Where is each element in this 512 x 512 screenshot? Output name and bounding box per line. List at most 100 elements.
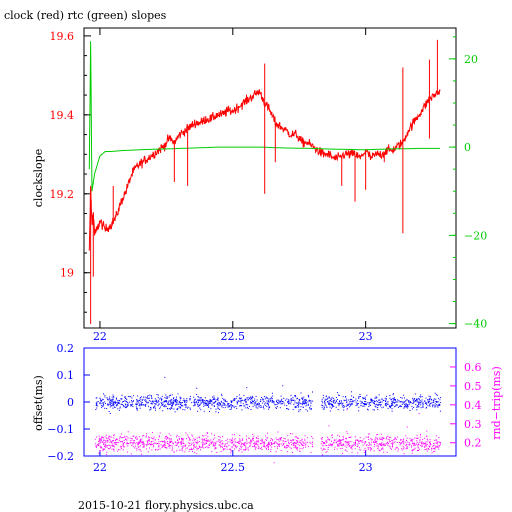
offset-point xyxy=(194,399,195,401)
rnd-trip-point xyxy=(174,441,176,443)
offset-point xyxy=(250,409,252,410)
rnd-trip-point xyxy=(365,441,366,442)
offset-point xyxy=(295,396,297,398)
offset-point xyxy=(145,397,147,399)
rnd-trip-point xyxy=(164,440,166,442)
offset-point xyxy=(172,401,174,403)
rnd-trip-point xyxy=(124,442,125,443)
rnd-trip-point xyxy=(379,450,381,452)
offset-point xyxy=(325,399,327,401)
offset-point xyxy=(352,403,353,405)
rnd-trip-point xyxy=(207,439,209,441)
rnd-trip-point xyxy=(206,442,207,444)
top-y2-tick-label: −40 xyxy=(464,318,487,331)
rnd-trip-point xyxy=(180,444,182,446)
offset-point xyxy=(199,404,201,406)
rnd-trip-point xyxy=(297,447,299,449)
offset-point xyxy=(164,397,166,399)
offset-point xyxy=(264,402,266,404)
rnd-trip-point xyxy=(98,443,100,445)
rnd-trip-point xyxy=(386,443,388,445)
offset-point xyxy=(385,400,387,402)
offset-point xyxy=(217,403,219,405)
offset-point xyxy=(409,403,411,405)
offset-point xyxy=(295,406,297,408)
offset-point xyxy=(227,406,229,408)
offset-outlier xyxy=(282,385,284,387)
offset-point xyxy=(250,396,252,398)
offset-point xyxy=(112,398,114,400)
rnd-trip-point xyxy=(362,441,364,443)
rnd-trip-point xyxy=(235,441,237,443)
offset-point xyxy=(399,405,401,407)
offset-point xyxy=(429,397,431,399)
rnd-trip-point xyxy=(223,448,225,450)
offset-point xyxy=(310,408,312,409)
offset-point xyxy=(303,402,305,404)
offset-point xyxy=(189,399,191,401)
offset-point xyxy=(366,394,368,396)
rnd-trip-point xyxy=(310,442,312,444)
rnd-trip-point xyxy=(305,446,307,448)
rnd-trip-point xyxy=(400,442,402,444)
offset-point xyxy=(219,408,221,410)
rnd-trip-point xyxy=(159,448,161,450)
rnd-trip-point xyxy=(211,442,213,444)
offset-point xyxy=(130,396,132,398)
offset-point xyxy=(343,405,345,407)
offset-point xyxy=(135,406,137,408)
rnd-trip-point xyxy=(268,442,269,444)
offset-point xyxy=(413,400,415,402)
offset-point xyxy=(108,399,110,401)
offset-point xyxy=(220,401,222,403)
rnd-trip-point xyxy=(209,443,211,445)
rnd-trip-point xyxy=(359,440,361,442)
offset-point xyxy=(338,403,340,405)
rnd-trip-point xyxy=(118,442,120,444)
offset-point xyxy=(257,404,259,406)
rnd-trip-point xyxy=(368,438,370,440)
rnd-trip-point xyxy=(245,449,247,451)
offset-point xyxy=(262,406,264,408)
rnd-trip-point xyxy=(220,442,222,444)
offset-point xyxy=(209,401,211,403)
rnd-trip-point xyxy=(412,442,414,444)
offset-point xyxy=(408,401,410,403)
rnd-trip-point xyxy=(220,446,221,448)
bottom-y2-tick-label: 0.6 xyxy=(464,361,482,374)
offset-point xyxy=(364,401,366,403)
rnd-trip-point xyxy=(434,450,436,452)
rnd-trip-point xyxy=(188,448,190,450)
rnd-trip-point xyxy=(394,449,396,450)
offset-point xyxy=(302,404,303,406)
rnd-trip-point xyxy=(320,443,322,445)
offset-point xyxy=(417,399,418,401)
rnd-trip-point xyxy=(368,443,370,445)
rnd-trip-point xyxy=(406,446,408,447)
offset-point xyxy=(232,400,234,401)
offset-point xyxy=(355,398,357,400)
top-y2-tick-label: 20 xyxy=(464,53,478,66)
rnd-trip-point xyxy=(214,442,216,444)
offset-point xyxy=(179,407,181,409)
offset-point xyxy=(349,403,351,405)
rnd-trip-point xyxy=(109,448,111,450)
rnd-trip-point xyxy=(103,443,105,445)
rnd-trip-point xyxy=(106,441,108,443)
offset-point xyxy=(305,409,307,411)
offset-point xyxy=(389,406,391,408)
rnd-trip-point xyxy=(257,446,259,448)
offset-point xyxy=(310,405,312,407)
rnd-trip-point xyxy=(143,445,145,446)
rnd-trip-point xyxy=(157,439,159,441)
rnd-trip-point xyxy=(98,437,100,439)
offset-point xyxy=(411,405,413,407)
rnd-trip-point xyxy=(312,441,313,443)
offset-point xyxy=(332,405,334,407)
rnd-trip-point xyxy=(197,442,199,443)
offset-point xyxy=(379,401,381,403)
offset-point xyxy=(211,399,213,401)
rnd-trip-point xyxy=(342,452,343,454)
rnd-trip-point xyxy=(226,443,228,445)
rnd-trip-point xyxy=(417,445,419,447)
